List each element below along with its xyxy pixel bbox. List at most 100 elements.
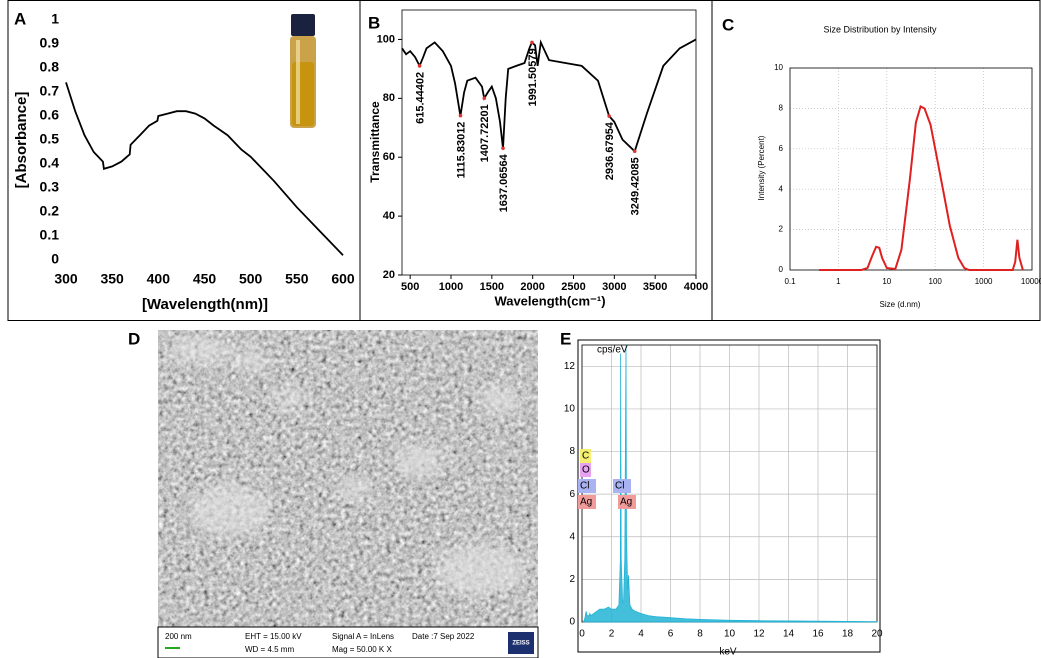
panel-label: B [368,13,380,32]
x-tick-label: 10 [724,629,736,640]
x-tick-label: 3000 [602,281,626,293]
x-tick-label: 0 [579,629,585,640]
plot-frame [402,10,696,275]
x-tick-label: 4000 [684,281,708,293]
figure: 200 nm EHT = 15.00 kV WD = 4.5 mm Signal… [0,0,1041,658]
y-tick-label: 0.6 [40,107,60,123]
y-axis-label: Transmittance [368,101,382,183]
peak-marker [418,64,422,68]
mag: Mag = 50.00 K X [332,645,392,654]
data-line [402,39,696,151]
chart-title: Size Distribution by Intensity [823,24,937,34]
element-label: Cl [615,481,624,492]
peak-label: 2936.67954 [604,121,616,180]
y-tick-label: 0.5 [40,131,60,147]
x-tick-label: 450 [193,271,217,287]
x-tick-label: 1000 [439,281,463,293]
peak-marker [530,41,534,45]
peak-label: 3249.42085 [630,157,642,215]
date: Date :7 Sep 2022 [412,632,475,641]
peak-label: 1637.06564 [498,153,510,212]
x-tick-label: 1000 [975,277,993,286]
x-tick-label: 600 [331,271,355,287]
panel-label: A [14,9,26,28]
data-line [819,106,1023,270]
signal: Signal A = InLens [332,632,394,641]
y-tick-label: 0.9 [40,35,60,51]
x-tick-label: 300 [54,271,78,287]
y-tick-label: 100 [377,33,395,45]
y-tick-label: 2 [569,574,575,585]
y-tick-label: 6 [569,489,575,500]
element-label: Ag [580,497,592,508]
x-tick-label: 0.1 [784,277,796,286]
y-tick-label: 0 [51,251,59,267]
vial-photo [286,10,320,132]
x-tick-label: 8 [697,629,703,640]
y-tick-label: 0.7 [40,83,60,99]
y-tick-label: 12 [564,361,576,372]
x-tick-label: 350 [100,271,124,287]
y-tick-label: 80 [383,92,395,104]
y-axis-label: cps/eV [597,345,628,356]
x-tick-label: 12 [753,629,765,640]
eht: EHT = 15.00 kV [245,632,302,641]
y-tick-label: 4 [779,184,784,193]
peak-label: 1991.50579 [527,48,539,106]
x-tick-label: 20 [871,629,883,640]
peak-label: 615.44402 [415,72,427,124]
x-tick-label: 500 [239,271,263,287]
element-label: Ag [620,497,632,508]
y-tick-label: 8 [569,446,575,457]
x-tick-label: 14 [783,629,795,640]
y-tick-label: 0.1 [40,227,60,243]
wd: WD = 4.5 mm [245,645,294,654]
peak-marker [633,149,637,153]
x-tick-label: 100 [929,277,943,286]
x-tick-label: 1 [836,277,841,286]
y-tick-label: 10 [564,404,576,415]
y-tick-label: 40 [383,210,395,222]
y-tick-label: 20 [383,269,395,281]
y-tick-label: 0.8 [40,59,60,75]
panel-label: C [722,15,734,34]
y-tick-label: 1 [51,11,59,27]
x-axis-label: Wavelength(cm⁻¹) [494,293,605,308]
y-tick-label: 60 [383,151,395,163]
x-tick-label: 10 [882,277,891,286]
y-tick-label: 6 [779,144,784,153]
x-tick-label: 1500 [480,281,504,293]
y-tick-label: 0.2 [40,203,60,219]
y-tick-label: 4 [569,531,575,542]
element-label: O [582,465,590,476]
x-tick-label: 400 [147,271,171,287]
brand: ZEISS [512,641,529,647]
y-tick-label: 0 [569,617,575,628]
y-tick-label: 2 [779,225,784,234]
panel-label: D [128,329,140,348]
x-tick-label: 16 [812,629,824,640]
scale-bar: 200 nm [165,632,192,641]
x-tick-label: 2 [609,629,615,640]
y-axis-label: Intensity (Percent) [757,135,766,200]
peak-marker [607,114,611,118]
x-axis-label: [Wavelength(nm)] [142,296,268,313]
peak-label: 1115.83012 [455,122,467,179]
peak-marker [459,114,463,118]
panel-label: E [560,329,571,348]
y-axis-label: [Absorbance] [13,92,30,189]
x-tick-label: 550 [285,271,309,287]
x-axis-label: keV [719,647,737,658]
x-tick-label: 6 [668,629,674,640]
x-tick-label: 500 [401,281,419,293]
peak-label: 1407.72201 [479,104,491,162]
y-tick-label: 0 [779,265,784,274]
sem-panel: 200 nm EHT = 15.00 kV WD = 4.5 mm Signal… [128,329,538,658]
x-tick-label: 10000 [1021,277,1041,286]
element-label: C [582,451,589,462]
y-tick-label: 8 [779,104,784,113]
x-tick-label: 3500 [643,281,667,293]
x-tick-label: 2000 [520,281,544,293]
x-tick-label: 4 [638,629,644,640]
x-axis-label: Size (d.nm) [880,300,921,309]
